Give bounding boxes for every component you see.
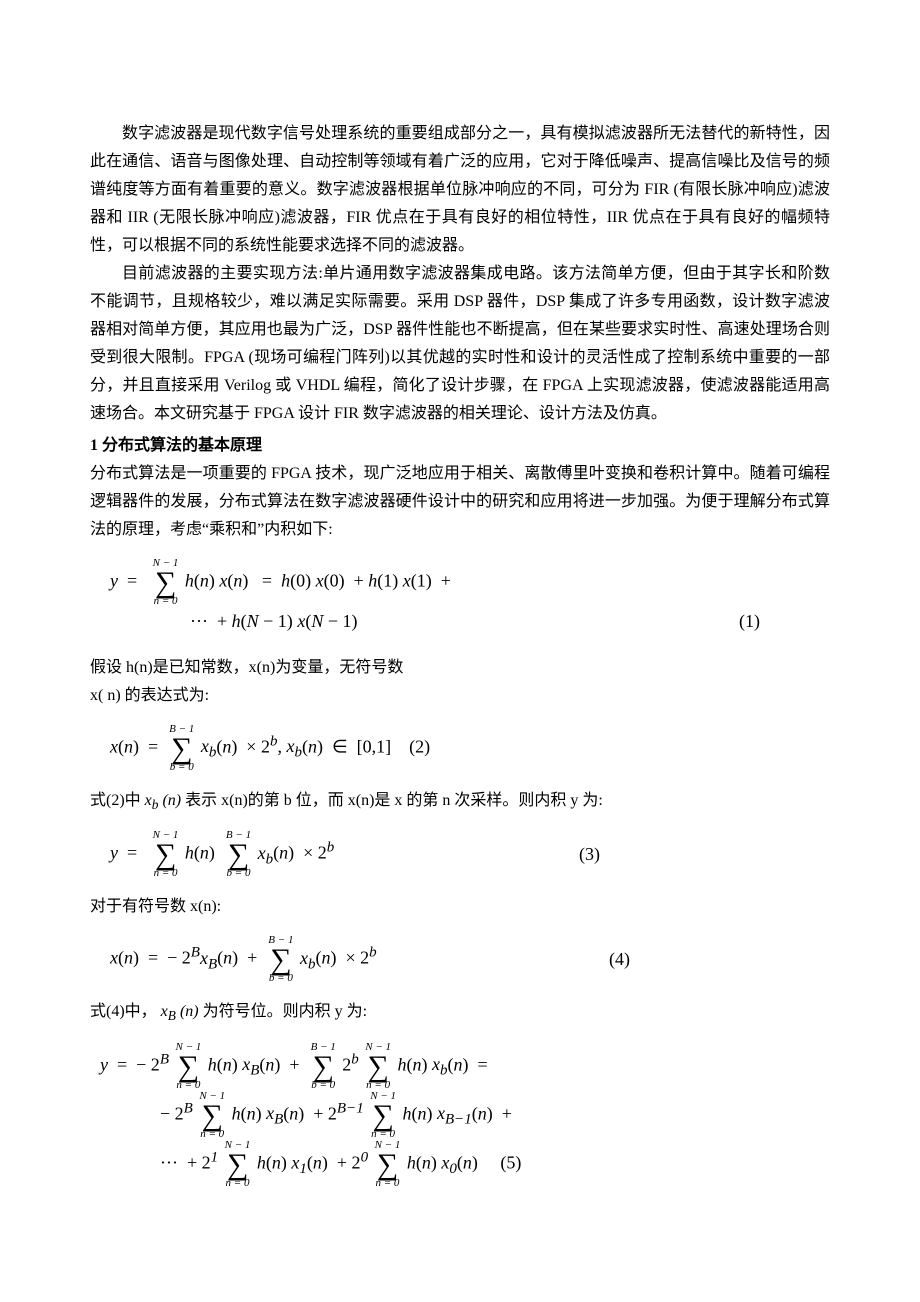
inline-xb: xb (n) [141,792,185,809]
paragraph-6a: 式(2)中 [90,792,141,809]
equation-4-number: (4) [609,945,830,974]
paragraph-6: 式(2)中 xb (n) 表示 x(n)的第 b 位，而 x(n)是 x 的第 … [90,787,830,817]
equation-1: y = N − 1 ∑ n = 0 h(n) x(n) = h(0) x(0) … [90,558,830,636]
equation-5-number: (5) [500,1152,521,1172]
paragraph-8a: 式(4)中， [90,1003,157,1020]
page-content: 数字滤波器是现代数字信号处理系统的重要组成部分之一，具有模拟滤波器所无法替代的新… [0,0,920,1263]
paragraph-1: 数字滤波器是现代数字信号处理系统的重要组成部分之一，具有模拟滤波器所无法替代的新… [90,120,830,260]
paragraph-3: 分布式算法是一项重要的 FPGA 技术，现广泛地应用于相关、离散傅里叶变换和卷积… [90,460,830,544]
section-heading-1: 1 分布式算法的基本原理 [90,432,830,460]
paragraph-8b: 为符号位。则内积 y 为: [203,1003,367,1020]
equation-3-number: (3) [579,840,830,869]
inline-xB: xB (n) [157,1003,203,1020]
equation-2-number: (2) [409,736,430,756]
equation-2: x(n) = B − 1 ∑ b = 0 xb(n) × 2b, xb(n) ∈… [90,724,830,773]
paragraph-5: x( n) 的表达式为: [90,682,830,710]
paragraph-4: 假设 h(n)是已知常数，x(n)为变量，无符号数 [90,654,830,682]
paragraph-8: 式(4)中， xB (n) 为符号位。则内积 y 为: [90,998,830,1028]
paragraph-7: 对于有符号数 x(n): [90,893,830,921]
equation-3: y = N − 1 ∑ n = 0 h(n) B − 1 ∑ b = 0 xb(… [90,830,830,879]
equation-5: y = − 2B N − 1 ∑ n = 0 h(n) xB(n) + B − … [90,1042,830,1189]
paragraph-2: 目前滤波器的主要实现方法:单片通用数字滤波器集成电路。该方法简单方便，但由于其字… [90,260,830,428]
equation-4: x(n) = − 2BxB(n) + B − 1 ∑ b = 0 xb(n) ×… [90,935,830,984]
paragraph-6b: 表示 x(n)的第 b 位，而 x(n)是 x 的第 n 次采样。则内积 y 为… [185,792,603,809]
equation-1-number: (1) [739,607,830,636]
